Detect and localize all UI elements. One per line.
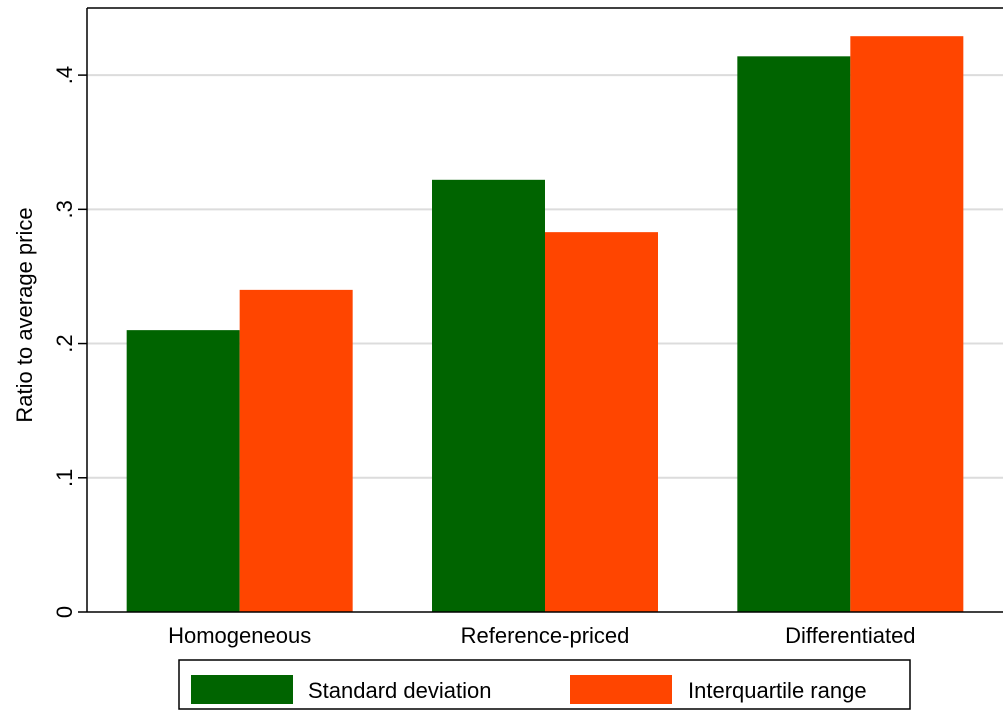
- x-tick-labels: Homogeneous Reference-priced Differentiate…: [168, 623, 915, 648]
- axes: [78, 7, 1003, 613]
- x-tick-label: Differentiated: [785, 623, 915, 648]
- legend: Standard deviation Interquartile range: [178, 659, 911, 710]
- y-axis-label: Ratio to average price: [12, 207, 37, 422]
- y-tick-label: .1: [52, 469, 77, 487]
- x-tick-label: Homogeneous: [168, 623, 311, 648]
- bar-standard-deviation-homogeneous: [126, 330, 240, 612]
- y-tick-label: .2: [52, 334, 77, 352]
- legend-swatch-standard-deviation: [191, 675, 293, 704]
- legend-label-interquartile-range: Interquartile range: [688, 678, 867, 703]
- bar-standard-deviation-reference-priced: [432, 179, 545, 612]
- bar-standard-deviation-differentiated: [737, 56, 851, 612]
- bar-interquartile-range-differentiated: [850, 36, 964, 613]
- y-tick-label: 0: [52, 606, 77, 618]
- bar-interquartile-range-homogeneous: [239, 289, 353, 612]
- bar-interquartile-range-reference-priced: [545, 232, 658, 612]
- y-tick-labels: 0 .1 .2 .3 .4: [52, 66, 77, 618]
- y-tick-label: .4: [52, 66, 77, 84]
- legend-label-standard-deviation: Standard deviation: [308, 678, 491, 703]
- x-tick-label: Reference-priced: [461, 623, 630, 648]
- legend-swatch-interquartile-range: [570, 675, 672, 704]
- legend-box: [178, 659, 911, 710]
- bars: [126, 36, 964, 613]
- y-tick-label: .3: [52, 200, 77, 218]
